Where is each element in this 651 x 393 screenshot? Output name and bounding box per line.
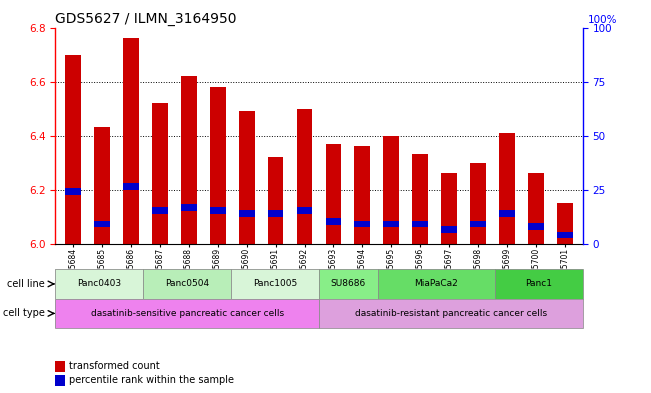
Text: Panc1005: Panc1005 xyxy=(253,279,297,288)
Bar xyxy=(55,375,65,386)
Bar xyxy=(297,108,312,244)
Text: SU8686: SU8686 xyxy=(331,279,366,288)
Text: 100%: 100% xyxy=(588,15,617,25)
Bar xyxy=(495,269,583,299)
Bar xyxy=(64,188,81,195)
Bar xyxy=(94,127,109,244)
Bar xyxy=(441,173,458,244)
Bar xyxy=(471,163,486,244)
Bar xyxy=(529,223,544,230)
Bar xyxy=(378,269,495,299)
Text: GDS5627 / ILMN_3164950: GDS5627 / ILMN_3164950 xyxy=(55,13,237,26)
Bar xyxy=(529,173,544,244)
Text: dasatinib-resistant pancreatic cancer cells: dasatinib-resistant pancreatic cancer ce… xyxy=(355,309,547,318)
Bar xyxy=(471,221,486,228)
Bar xyxy=(297,207,312,214)
Bar xyxy=(383,221,400,228)
Bar xyxy=(319,269,378,299)
Bar xyxy=(383,136,400,244)
Bar xyxy=(122,39,139,244)
Bar xyxy=(55,361,65,372)
Bar xyxy=(143,269,231,299)
Text: transformed count: transformed count xyxy=(68,361,159,371)
Text: Panc0504: Panc0504 xyxy=(165,279,209,288)
Bar xyxy=(326,144,341,244)
Bar xyxy=(55,299,319,328)
Bar xyxy=(210,207,225,214)
Text: Panc1: Panc1 xyxy=(525,279,552,288)
Text: cell type: cell type xyxy=(3,309,45,318)
Bar xyxy=(238,210,255,217)
Text: Panc0403: Panc0403 xyxy=(77,279,121,288)
Bar xyxy=(355,146,370,244)
Bar xyxy=(557,231,574,238)
Text: dasatinib-sensitive pancreatic cancer cells: dasatinib-sensitive pancreatic cancer ce… xyxy=(90,309,284,318)
Bar xyxy=(499,210,516,217)
Text: cell line: cell line xyxy=(7,279,45,289)
Bar xyxy=(122,183,139,189)
Bar xyxy=(413,154,428,244)
Text: percentile rank within the sample: percentile rank within the sample xyxy=(68,375,234,386)
Bar xyxy=(326,218,341,225)
Bar xyxy=(441,226,458,233)
Bar xyxy=(268,157,283,244)
Bar xyxy=(319,299,583,328)
Bar xyxy=(152,103,167,244)
Bar xyxy=(231,269,319,299)
Bar xyxy=(268,210,283,217)
Bar xyxy=(94,221,109,228)
Bar xyxy=(210,87,225,244)
Bar xyxy=(64,55,81,244)
Bar xyxy=(557,203,574,244)
Bar xyxy=(499,133,516,244)
Bar xyxy=(413,221,428,228)
Text: MiaPaCa2: MiaPaCa2 xyxy=(414,279,458,288)
Bar xyxy=(355,221,370,228)
Bar xyxy=(55,269,143,299)
Bar xyxy=(152,207,167,214)
Bar xyxy=(238,111,255,244)
Bar xyxy=(180,76,197,244)
Bar xyxy=(180,204,197,211)
